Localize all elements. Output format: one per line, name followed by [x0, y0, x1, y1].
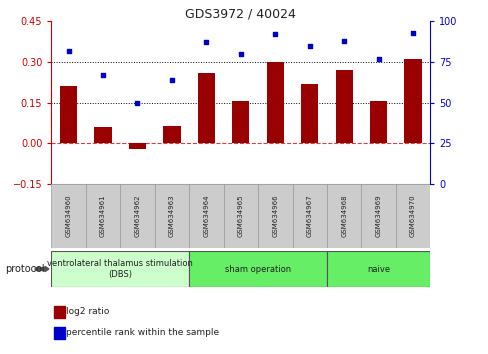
Text: GSM634965: GSM634965 [237, 195, 244, 237]
Point [340, 38, 347, 44]
Text: log2 ratio: log2 ratio [66, 307, 109, 316]
Point [374, 56, 382, 62]
Text: GSM634964: GSM634964 [203, 195, 209, 237]
Bar [197, 73, 215, 143]
Text: GSM634962: GSM634962 [134, 195, 140, 237]
Bar [129, 143, 146, 149]
Bar [51, 251, 189, 287]
Bar [258, 184, 292, 248]
Text: GSM634970: GSM634970 [409, 195, 415, 237]
Bar [301, 84, 318, 143]
Bar [120, 184, 154, 248]
Bar [232, 101, 249, 143]
Text: naive: naive [366, 264, 389, 274]
Text: GSM634969: GSM634969 [375, 195, 381, 237]
Bar [51, 184, 85, 248]
Text: sham operation: sham operation [224, 264, 290, 274]
Point [408, 30, 416, 35]
Text: GSM634961: GSM634961 [100, 195, 106, 237]
Bar [361, 184, 395, 248]
Text: GSM634966: GSM634966 [272, 195, 278, 237]
Point [236, 51, 244, 57]
Bar [404, 59, 421, 143]
Point [99, 72, 107, 78]
Text: percentile rank within the sample: percentile rank within the sample [66, 328, 219, 337]
Text: GSM634968: GSM634968 [341, 195, 346, 237]
Point [305, 43, 313, 48]
Bar [266, 62, 284, 143]
Bar [369, 101, 386, 143]
Bar [292, 184, 326, 248]
Bar [326, 184, 361, 248]
Bar [189, 184, 223, 248]
Point [271, 32, 279, 37]
Text: protocol: protocol [5, 264, 44, 274]
Point [202, 40, 210, 45]
Point [64, 48, 72, 53]
Bar [395, 184, 429, 248]
Bar [60, 86, 77, 143]
Bar [326, 251, 429, 287]
Bar [85, 184, 120, 248]
Bar [163, 126, 180, 143]
Bar [223, 184, 258, 248]
Text: ventrolateral thalamus stimulation
(DBS): ventrolateral thalamus stimulation (DBS) [47, 259, 193, 279]
Bar [154, 184, 189, 248]
Bar [94, 127, 111, 143]
Text: GSM634967: GSM634967 [306, 195, 312, 237]
Bar [335, 70, 352, 143]
Point [133, 100, 141, 105]
Title: GDS3972 / 40024: GDS3972 / 40024 [185, 7, 296, 20]
Text: GSM634963: GSM634963 [168, 195, 175, 237]
Bar [189, 251, 326, 287]
Text: GSM634960: GSM634960 [65, 195, 71, 237]
Point [168, 77, 176, 83]
